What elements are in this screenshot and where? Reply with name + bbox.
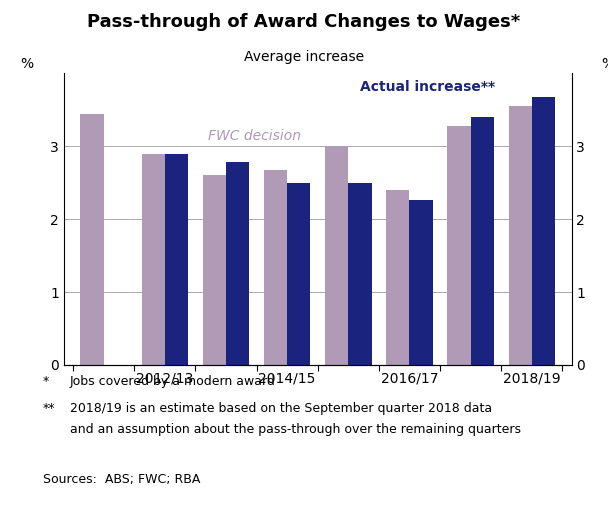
Text: and an assumption about the pass-through over the remaining quarters: and an assumption about the pass-through… — [70, 423, 521, 436]
Text: FWC decision: FWC decision — [207, 129, 300, 143]
Text: Pass-through of Award Changes to Wages*: Pass-through of Award Changes to Wages* — [88, 13, 520, 31]
Text: %: % — [601, 57, 608, 70]
Text: *: * — [43, 375, 49, 388]
Bar — [142, 154, 165, 365]
Text: 2018/19 is an estimate based on the September quarter 2018 data: 2018/19 is an estimate based on the Sept… — [70, 402, 492, 415]
Bar — [532, 97, 555, 365]
Bar — [471, 117, 494, 365]
Text: Sources:  ABS; FWC; RBA: Sources: ABS; FWC; RBA — [43, 472, 200, 486]
Text: Jobs covered by a modern award: Jobs covered by a modern award — [70, 375, 276, 388]
Bar — [348, 183, 371, 365]
Text: Average increase: Average increase — [244, 50, 364, 64]
Text: Actual increase**: Actual increase** — [360, 80, 496, 94]
Bar — [508, 106, 532, 365]
Bar — [264, 170, 287, 365]
Text: %: % — [21, 57, 34, 70]
Bar — [287, 183, 310, 365]
Bar — [386, 190, 409, 365]
Bar — [447, 126, 471, 365]
Bar — [325, 146, 348, 365]
Bar — [409, 200, 433, 365]
Bar — [202, 175, 226, 365]
Bar — [226, 162, 249, 365]
Text: **: ** — [43, 402, 55, 415]
Bar — [165, 154, 188, 365]
Bar — [80, 113, 103, 365]
